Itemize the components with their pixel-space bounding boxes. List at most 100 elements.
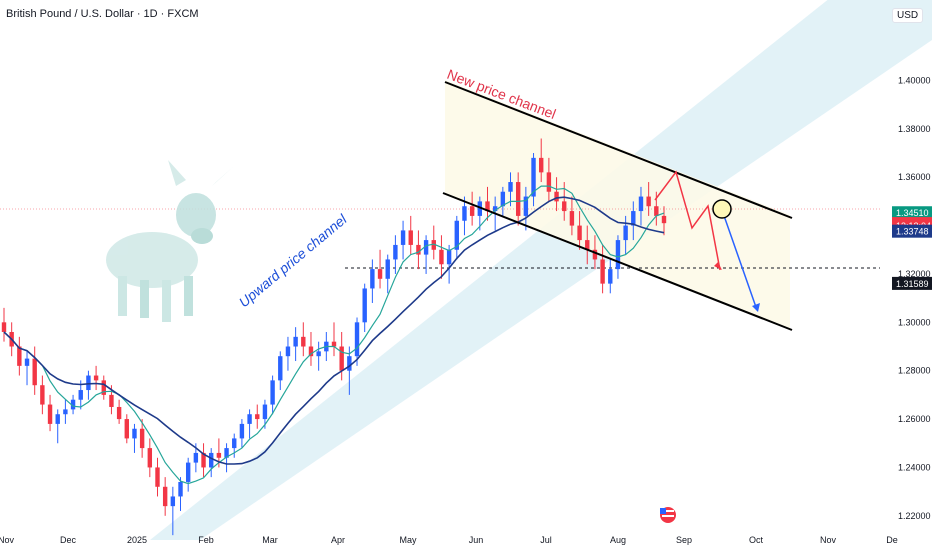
candle-body [370,269,375,289]
candle-body [393,244,398,260]
candle-body [178,481,183,497]
candle-body [385,259,390,279]
candle-body [500,191,506,207]
candle-body [32,358,37,386]
candle-body [431,240,436,250]
currency-badge[interactable]: USD [892,8,924,23]
y-tick-label: 1.40000 [898,75,931,85]
candle-body [86,375,91,391]
candle-body [531,157,536,197]
price-label: 1.34510 [892,206,932,220]
candle-body [469,206,475,216]
candle-body [47,404,53,424]
candle-body [209,452,214,468]
new-channel-lower-line [442,192,793,331]
candle-body [600,259,605,284]
candle-body [216,452,222,458]
candle-body [308,346,314,357]
upward-channel-label: Upward price channel [236,210,351,310]
candle-body [638,196,644,212]
bull-illustration [106,160,234,322]
candle-body [70,399,76,410]
candles [1,138,667,536]
x-tick-label: Apr [331,535,345,545]
price-label-text: 1.33748 [896,227,929,237]
candle-body [262,404,268,420]
candle-body [109,394,114,407]
y-tick-label: 1.38000 [898,124,931,134]
candle-body [362,288,367,323]
candle-body [201,452,206,468]
candle-body [439,249,444,265]
y-tick-label: 1.24000 [898,462,931,472]
candle-body [546,172,552,192]
candle-body [408,230,413,245]
candle-body [139,428,145,449]
price-axis: 1.400001.380001.360001.340001.320001.300… [898,75,931,520]
projected-arrow-red [714,262,722,270]
price-label: 1.33748 [892,224,932,238]
candle-body [162,486,168,507]
candle-body [585,240,590,250]
candle-body [623,225,628,241]
y-tick-label: 1.26000 [898,414,931,424]
us-flag-icon[interactable] [660,507,676,523]
candle-body [523,196,529,216]
candle-body [132,428,137,439]
candle-body [554,191,559,202]
x-tick-label: Oct [749,535,764,545]
candle-body [247,414,252,424]
candle-body [1,322,7,332]
x-tick-label: Mar [262,535,278,545]
candle-body [631,211,636,226]
new-channel-upper-line [444,81,793,219]
candle-body [569,211,575,226]
price-label-text: 1.34510 [896,208,929,218]
y-tick-label: 1.28000 [898,366,931,376]
candle-body [170,496,176,507]
candle-body [101,380,106,395]
target-circle [712,199,732,219]
y-tick-label: 1.32000 [898,269,931,279]
candle-body [477,201,483,216]
candle-body [147,448,153,468]
candle-body [347,356,352,371]
upward-channel-band [150,0,932,540]
x-tick-label: May [399,535,417,545]
candle-body [615,240,621,270]
candle-body [316,351,321,357]
candle-body [354,322,360,357]
candle-body [193,452,199,463]
price-label: 1.31589 [892,276,932,290]
symbol-title: British Pound / U.S. Dollar · 1D · FXCM [6,8,199,20]
y-tick-label: 1.22000 [898,511,931,521]
candle-body [661,215,667,224]
candle-body [24,358,30,366]
candle-body [17,346,22,366]
candle-body [485,201,490,212]
candle-body [63,409,68,415]
candle-body [446,249,452,265]
x-tick-label: 2025 [127,535,147,545]
projected-arrow-blue [752,303,760,312]
candle-body [608,269,613,284]
candle-body [278,356,283,381]
candle-body [400,230,406,245]
candle-body [515,182,521,216]
candle-body [255,414,260,420]
x-tick-label: De [886,535,898,545]
x-tick-label: Jun [469,535,484,545]
candle-body [492,206,498,212]
candle-body [239,423,245,439]
projected-path-blue [721,209,758,311]
x-tick-label: Nov [820,535,837,545]
candle-body [539,157,544,173]
candle-body [416,244,421,255]
x-tick-label: Aug [610,535,626,545]
candle-body [508,182,513,192]
ma-slow-line [3,196,665,465]
candle-body [78,390,83,400]
x-tick-label: Nov [0,535,14,545]
